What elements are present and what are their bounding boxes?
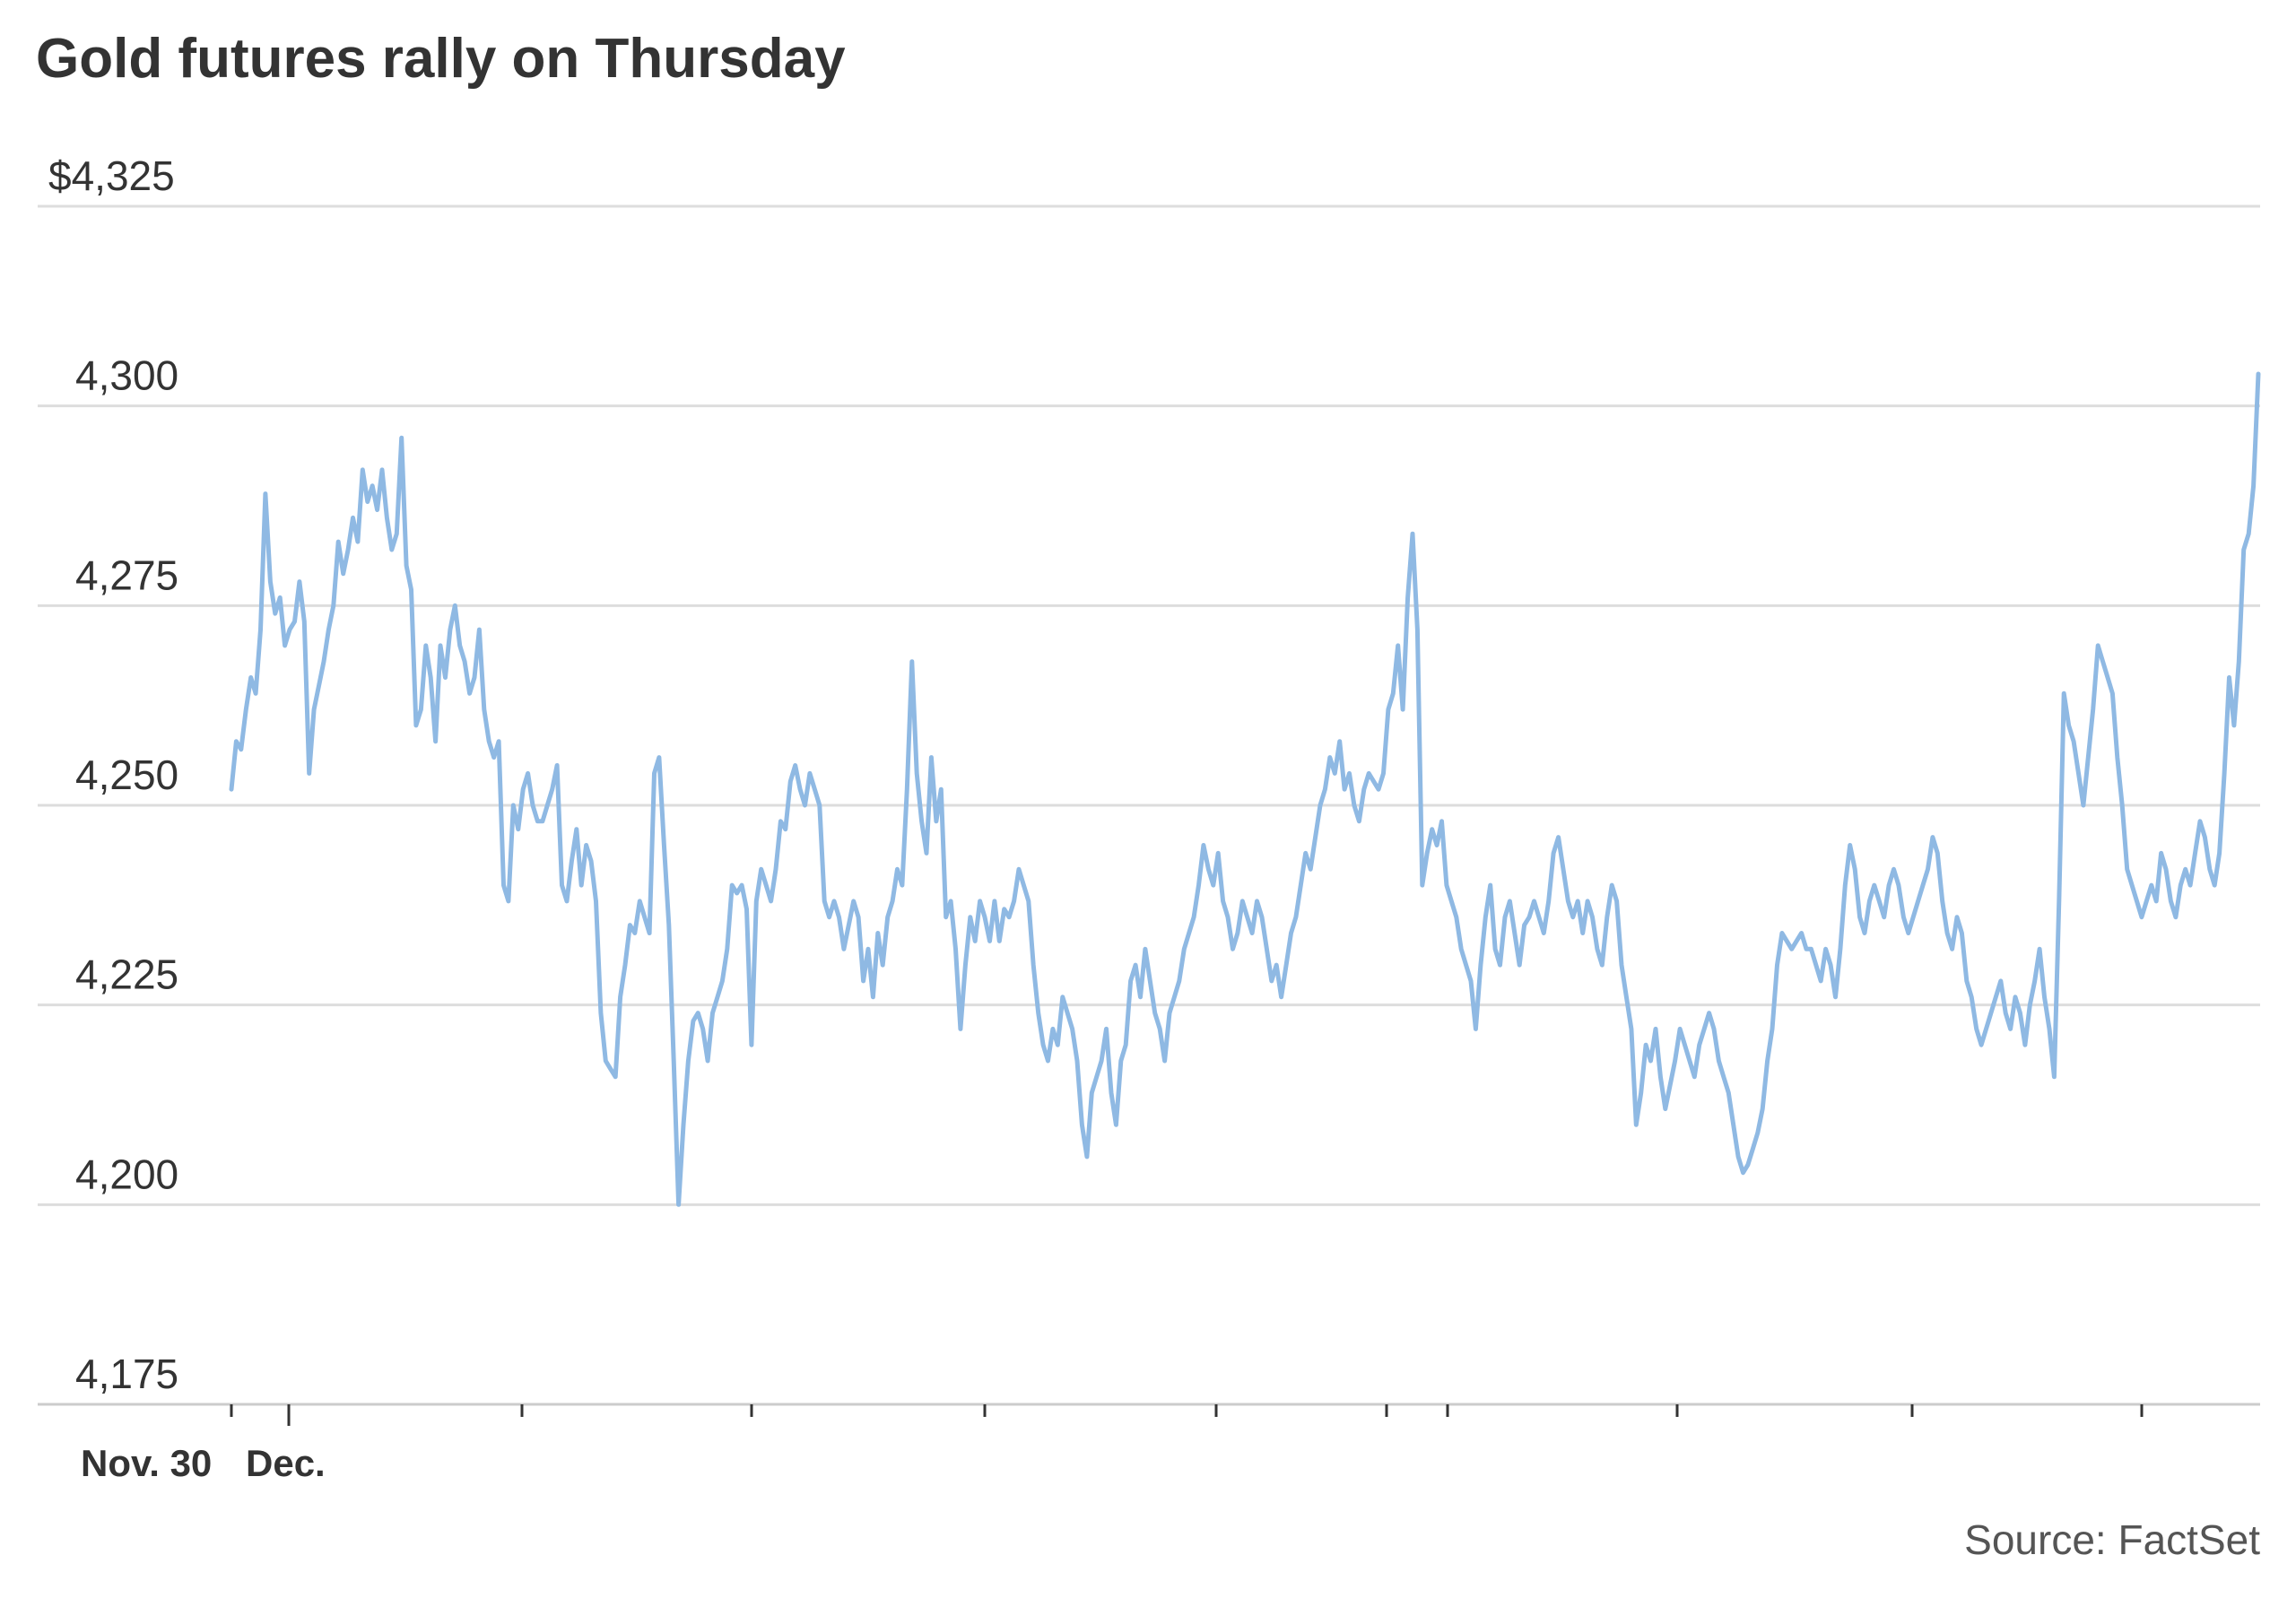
chart-title: Gold futures rally on Thursday: [36, 28, 846, 90]
y-tick-label: $4,325: [48, 152, 175, 199]
y-tick-label: 4,250: [75, 751, 178, 798]
gridlines: [38, 204, 2260, 1406]
y-tick-label: 4,200: [75, 1151, 178, 1197]
x-tick-label: Nov. 30: [81, 1442, 212, 1484]
y-axis-ticks: $4,325 4,300 4,275 4,250 4,225 4,200 4,175: [48, 152, 178, 1397]
y-tick-label: 4,225: [75, 951, 178, 998]
source-note: Source: FactSet: [1964, 1516, 2260, 1563]
series-layer: [229, 371, 2261, 1207]
x-tick-label: Dec.: [246, 1442, 326, 1484]
y-tick-label: 4,275: [75, 552, 178, 598]
y-tick-label: 4,175: [75, 1351, 178, 1397]
series-line: [229, 371, 2261, 1207]
x-axis: Nov. 30 Dec.: [81, 1404, 2144, 1484]
y-tick-label: 4,300: [75, 352, 178, 399]
